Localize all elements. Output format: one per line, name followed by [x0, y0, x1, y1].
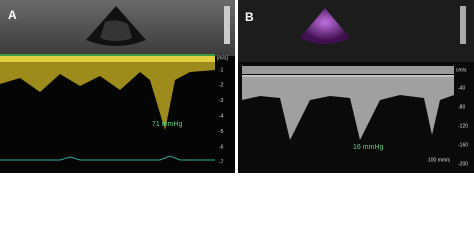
heart-image — [100, 20, 132, 41]
sweep-speed: 100 mm/s — [428, 157, 450, 163]
doppler-spectrum — [242, 77, 454, 140]
scale-label: -120 — [458, 123, 468, 129]
scale-label: -40 — [458, 85, 465, 91]
upper-band — [242, 66, 454, 74]
scale-unit: [m/s] — [217, 55, 228, 61]
scale-label: -200 — [458, 161, 468, 167]
figure: A 71 mmHg [m/s] B 16 mmHg cm/s 100 mm/s … — [0, 0, 474, 173]
panel-b: B 16 mmHg cm/s 100 mm/s — [238, 0, 474, 173]
panel-label: A — [8, 8, 17, 22]
scale-label: -1 — [219, 67, 224, 73]
doppler-spectrum — [0, 56, 215, 130]
ecg-trace — [0, 155, 215, 161]
gray-bar — [224, 6, 230, 44]
scale-label: -2 — [219, 83, 224, 89]
scale-label: -6 — [219, 144, 224, 150]
panel-b-top — [238, 0, 474, 62]
scale-label: -4 — [219, 114, 224, 120]
panel-a: A 71 mmHg [m/s] — [0, 0, 235, 173]
sector-image — [300, 8, 350, 44]
scale-label: -3 — [219, 98, 224, 104]
scale-label: -5 — [219, 129, 224, 135]
scale-label: -160 — [458, 142, 468, 148]
scale-label: -7 — [219, 160, 224, 166]
panel-label: B — [245, 10, 254, 24]
doppler-band — [0, 56, 215, 62]
scale-label: -80 — [458, 104, 465, 110]
annotation: 71 mmHg — [152, 121, 182, 128]
annotation: 16 mmHg — [353, 144, 383, 151]
gray-bar — [460, 6, 466, 44]
scale-unit: cm/s — [456, 67, 467, 73]
